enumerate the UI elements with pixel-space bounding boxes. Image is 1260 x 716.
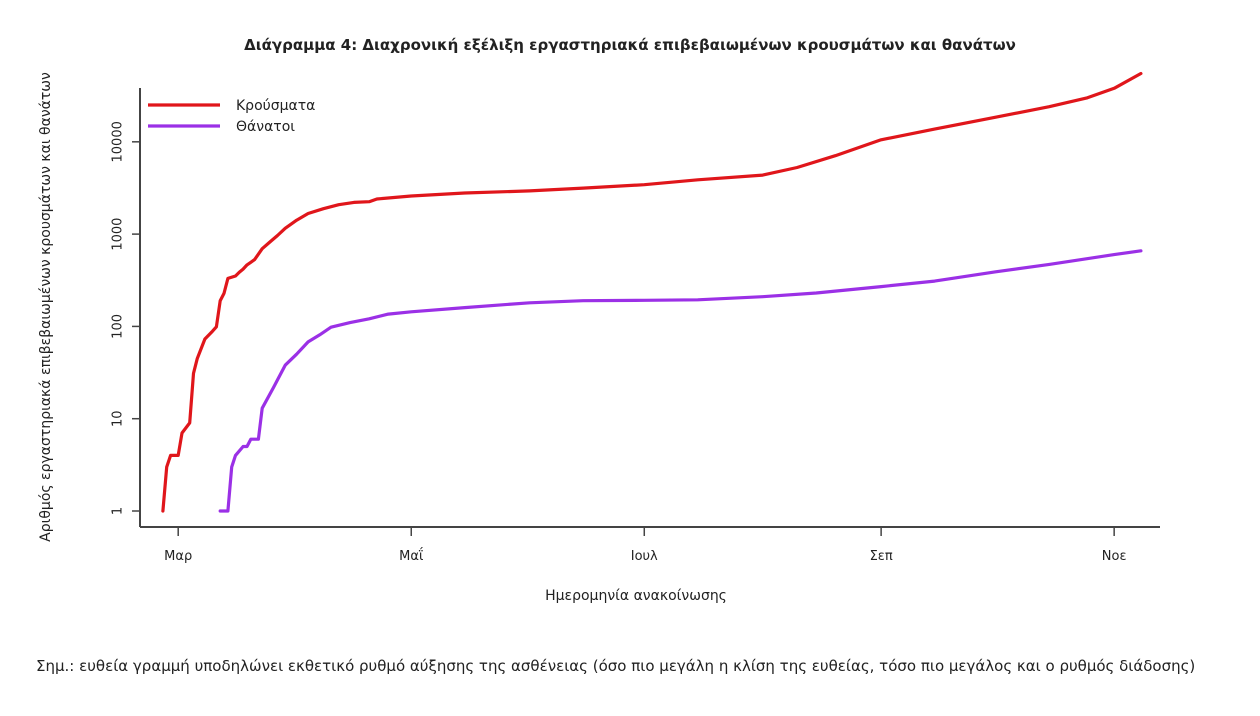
x-axis-title: Ημερομηνία ανακοίνωσης [545,588,727,604]
line-chart: 1 10 100 1000 10000 Μαρ Μαΐ Ιουλ Σεπ Νοε Κρούσματ… [38,71,1160,604]
legend-label-deaths: Θάνατοι [236,119,295,135]
legend-label-cases: Κρούσματα [236,98,315,114]
series-layer [161,71,1143,513]
axes: 1 10 100 1000 10000 Μαρ Μαΐ Ιουλ Σεπ Νοε [111,88,1160,564]
legend: Κρούσματα Θάνατοι [148,98,315,135]
x-tick-label: Μαρ [164,549,192,564]
x-tick-label: Νοε [1102,549,1127,564]
y-tick-label: 100 [111,314,126,339]
y-tick-label: 1 [111,507,126,515]
y-tick-label: 1000 [111,218,126,251]
chart-note: Σημ.: ευθεία γραμμή υποδηλώνει εκθετικό … [36,657,1196,675]
y-tick-label: 10 [111,410,126,427]
y-tick-label: 10000 [111,121,126,162]
series-line-deaths [218,249,1143,513]
x-tick-label: Σεπ [870,549,893,564]
chart-title: Διάγραμμα 4: Διαχρονική εξέλιξη εργαστηρ… [244,36,1016,54]
x-tick-label: Μαΐ [399,548,424,564]
x-tick-label: Ιουλ [631,549,658,564]
series-line-cases [161,71,1143,513]
y-axis-title: Αριθμός εργαστηριακά επιβεβαιωμένων κρου… [38,72,54,542]
